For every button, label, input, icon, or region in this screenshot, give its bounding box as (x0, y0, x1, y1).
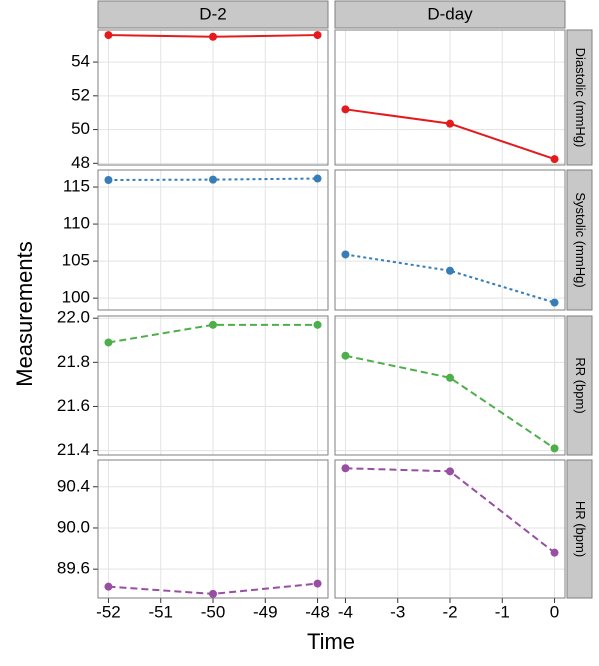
x-tick-label: -51 (148, 602, 173, 621)
y-tick-label: 89.6 (57, 559, 90, 578)
panel-border (334, 29, 566, 166)
x-tick-label: 0 (550, 602, 559, 621)
x-tick-label: -4 (338, 602, 353, 621)
y-tick-label: 110 (63, 214, 90, 233)
y-tick-label: 90.0 (57, 517, 90, 536)
facet-strip (97, 0, 329, 29)
data-point (104, 582, 113, 591)
data-point (550, 548, 559, 557)
facet-label: RR (bpm) (573, 357, 588, 413)
data-point (209, 32, 217, 41)
data-point (446, 266, 454, 275)
facet-strip (566, 315, 593, 456)
y-tick-label: 21.4 (57, 440, 90, 459)
data-point (313, 320, 322, 329)
y-tick-label: 21.6 (57, 396, 90, 415)
facet-strip (334, 0, 566, 29)
x-tick-label: -2 (442, 602, 457, 621)
x-tick-label: -48 (305, 602, 330, 621)
x-tick-label: -3 (390, 602, 405, 621)
panel-border (334, 315, 566, 456)
panel-border (97, 459, 329, 599)
data-point (446, 373, 454, 382)
panel-border (97, 169, 329, 311)
x-tick-label: -52 (96, 602, 121, 621)
facet-label: Diastolic (mmHg) (573, 48, 588, 148)
y-tick-label: 50 (71, 119, 90, 138)
y-tick-label: 21.8 (57, 352, 90, 371)
panel-border (97, 315, 329, 456)
data-point (209, 320, 217, 329)
y-tick-label: 52 (71, 85, 90, 104)
data-point (550, 444, 559, 453)
x-tick-label: -1 (495, 602, 510, 621)
data-point (313, 174, 322, 183)
data-point (341, 250, 350, 259)
series-line (108, 323, 318, 344)
y-tick-label: 54 (71, 52, 90, 71)
data-point (550, 155, 559, 164)
y-tick-label: 22.0 (57, 308, 90, 327)
data-point (446, 467, 454, 476)
data-point (209, 589, 217, 598)
x-axis-title: Time (307, 629, 355, 654)
y-tick-label: 90.4 (57, 476, 90, 495)
y-tick-label: 105 (62, 251, 90, 270)
facet-strip (566, 459, 593, 599)
facet-label: HR (bpm) (573, 501, 588, 557)
data-point (313, 31, 322, 40)
x-tick-label: -49 (253, 602, 278, 621)
facet-label: D-2 (199, 4, 226, 23)
facet-label: D-day (427, 4, 473, 23)
series-line (345, 354, 556, 450)
data-point (341, 351, 350, 360)
data-point (341, 464, 350, 473)
data-point (104, 31, 113, 40)
data-point (341, 105, 350, 114)
data-point (446, 119, 454, 128)
x-tick-label: -50 (201, 602, 226, 621)
facet-strip (566, 29, 593, 166)
y-tick-label: 48 (71, 153, 90, 172)
facet-label: Systolic (mmHg) (573, 192, 588, 287)
y-axis-title: Measurements (12, 241, 37, 387)
panel-border (97, 29, 329, 166)
panel-border (334, 169, 566, 311)
y-tick-label: 100 (62, 288, 90, 307)
data-point (104, 176, 113, 184)
data-point (313, 579, 322, 588)
y-tick-label: 115 (63, 177, 90, 196)
panel-border (334, 459, 566, 599)
data-point (104, 338, 113, 347)
data-point (209, 175, 217, 184)
facet-strip (566, 169, 593, 311)
data-point (550, 298, 559, 307)
